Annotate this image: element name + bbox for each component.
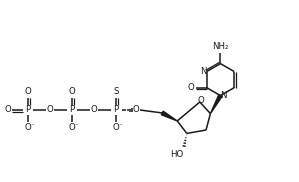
Text: N: N [220, 91, 227, 100]
Text: O: O [69, 88, 75, 96]
Text: ⁻: ⁻ [118, 123, 122, 129]
Text: O: O [197, 96, 204, 104]
Text: P: P [113, 106, 119, 114]
Text: S: S [113, 88, 119, 96]
Text: ⁻: ⁻ [30, 123, 34, 129]
Text: HO: HO [170, 150, 184, 159]
Polygon shape [161, 111, 177, 121]
Text: O: O [91, 106, 97, 114]
Text: O: O [25, 88, 31, 96]
Text: O: O [47, 106, 54, 114]
Text: ⁻: ⁻ [74, 123, 78, 129]
Text: O: O [113, 124, 119, 132]
Text: NH₂: NH₂ [212, 42, 229, 51]
Text: O: O [25, 124, 31, 132]
Text: P: P [69, 106, 74, 114]
Text: P: P [25, 106, 30, 114]
Text: O: O [187, 83, 194, 92]
Text: O: O [4, 106, 11, 114]
Polygon shape [210, 95, 222, 114]
Text: O: O [69, 124, 75, 132]
Text: N: N [200, 67, 207, 76]
Text: O: O [133, 106, 139, 114]
